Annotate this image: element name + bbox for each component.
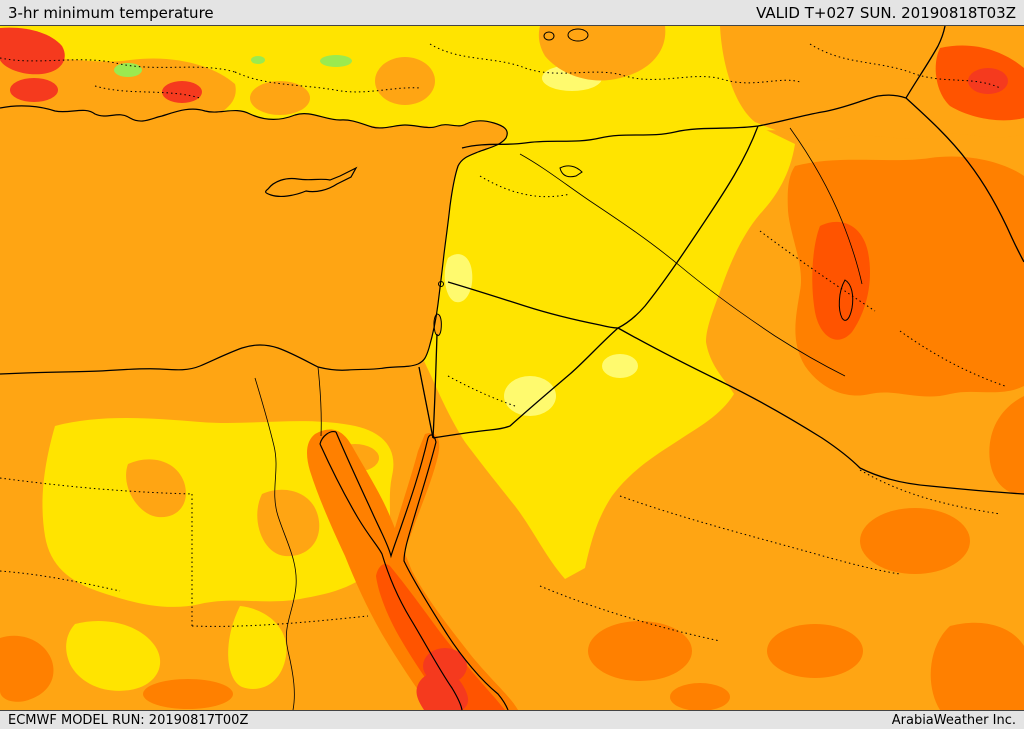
southwest-warm-patch bbox=[143, 679, 233, 709]
admin-boundaries bbox=[0, 43, 1006, 642]
turkey-orange-patch bbox=[538, 26, 666, 81]
arabia-warm-patch bbox=[930, 622, 1024, 710]
jordan-saudi-border bbox=[432, 327, 619, 439]
turkey-orange-patch bbox=[375, 57, 435, 105]
turkey-iran-border bbox=[905, 26, 946, 99]
tigris-river bbox=[789, 127, 863, 285]
cold-green-spot bbox=[114, 63, 142, 77]
northwest-warm-spot bbox=[10, 78, 58, 102]
east-edge-warm-patch bbox=[989, 396, 1024, 495]
egypt-israel-border bbox=[418, 366, 434, 439]
euphrates-river bbox=[519, 153, 846, 377]
east-warm-core bbox=[812, 221, 871, 340]
lake-tharthar bbox=[838, 279, 854, 321]
red-sea-warm-corridor bbox=[307, 429, 518, 710]
lebanon-cool-spot bbox=[444, 254, 473, 303]
map-title: 3-hr minimum temperature bbox=[8, 3, 214, 22]
anatolia-lake bbox=[567, 28, 589, 42]
map-area bbox=[0, 26, 1024, 710]
valid-time-label: VALID T+027 SUN. 20190818T03Z bbox=[756, 3, 1016, 22]
southwest-warm-patch bbox=[0, 635, 54, 702]
northwest-warm-spot bbox=[162, 81, 202, 103]
red-sea-hottest-spot bbox=[416, 670, 469, 710]
cold-green-spot bbox=[251, 56, 265, 64]
northwest-warm-spot bbox=[0, 27, 65, 75]
arabia-warm-patch bbox=[588, 621, 692, 681]
suez-canal bbox=[317, 366, 322, 437]
gulf-of-aqaba-head bbox=[427, 434, 437, 443]
turkey-orange-patch bbox=[250, 81, 310, 115]
lake-assad bbox=[559, 165, 583, 178]
mediterranean-sea bbox=[0, 105, 508, 375]
nile-valley-yellow bbox=[228, 606, 287, 689]
turkey-syria-border bbox=[461, 94, 907, 149]
egypt-orange-mottle bbox=[126, 459, 186, 518]
southwest-yellow-patch bbox=[66, 620, 161, 691]
arabia-warm-patch bbox=[860, 508, 970, 574]
country-borders bbox=[418, 26, 1024, 495]
israel-jordan-border bbox=[432, 333, 438, 439]
syria-jordan-border bbox=[447, 281, 619, 329]
header-bar: 3-hr minimum temperature VALID T+027 SUN… bbox=[0, 0, 1024, 26]
jordan-cool-spot bbox=[504, 376, 556, 416]
gulf-of-suez-head bbox=[319, 431, 337, 445]
rivers bbox=[254, 127, 863, 710]
iraq-saudi-border bbox=[617, 327, 1024, 495]
temperature-fill-regions bbox=[0, 26, 1024, 710]
red-sea-hot-core bbox=[376, 564, 505, 710]
cyprus-island bbox=[265, 166, 358, 197]
coastlines bbox=[0, 105, 509, 710]
cold-green-spot bbox=[320, 55, 352, 67]
model-run-label: ECMWF MODEL RUN: 20190817T00Z bbox=[8, 712, 249, 728]
northeast-warm-core bbox=[968, 68, 1008, 94]
branding-label: ArabiaWeather Inc. bbox=[891, 712, 1016, 728]
arabia-warm-patch bbox=[767, 624, 863, 678]
syria-iraq-border bbox=[617, 125, 759, 329]
egypt-red-sea-coast bbox=[319, 443, 463, 710]
nile-river bbox=[254, 377, 297, 710]
turkey-orange-patch bbox=[0, 57, 236, 128]
arabia-warm-patch bbox=[670, 683, 730, 710]
egypt-orange-mottle bbox=[257, 489, 320, 557]
temperature-map bbox=[0, 26, 1024, 710]
anatolia-lake bbox=[543, 31, 555, 41]
aqaba-warm-strip bbox=[390, 432, 440, 566]
iraq-iran-border bbox=[905, 97, 1024, 263]
sinai-coast bbox=[335, 431, 429, 559]
footer-bar: ECMWF MODEL RUN: 20190817T00Z ArabiaWeat… bbox=[0, 710, 1024, 729]
mediterranean-coastline bbox=[0, 105, 508, 375]
levant-yellow-region bbox=[424, 126, 795, 579]
desert-cool-spot bbox=[602, 354, 638, 378]
saudi-red-sea-coast bbox=[403, 441, 509, 710]
